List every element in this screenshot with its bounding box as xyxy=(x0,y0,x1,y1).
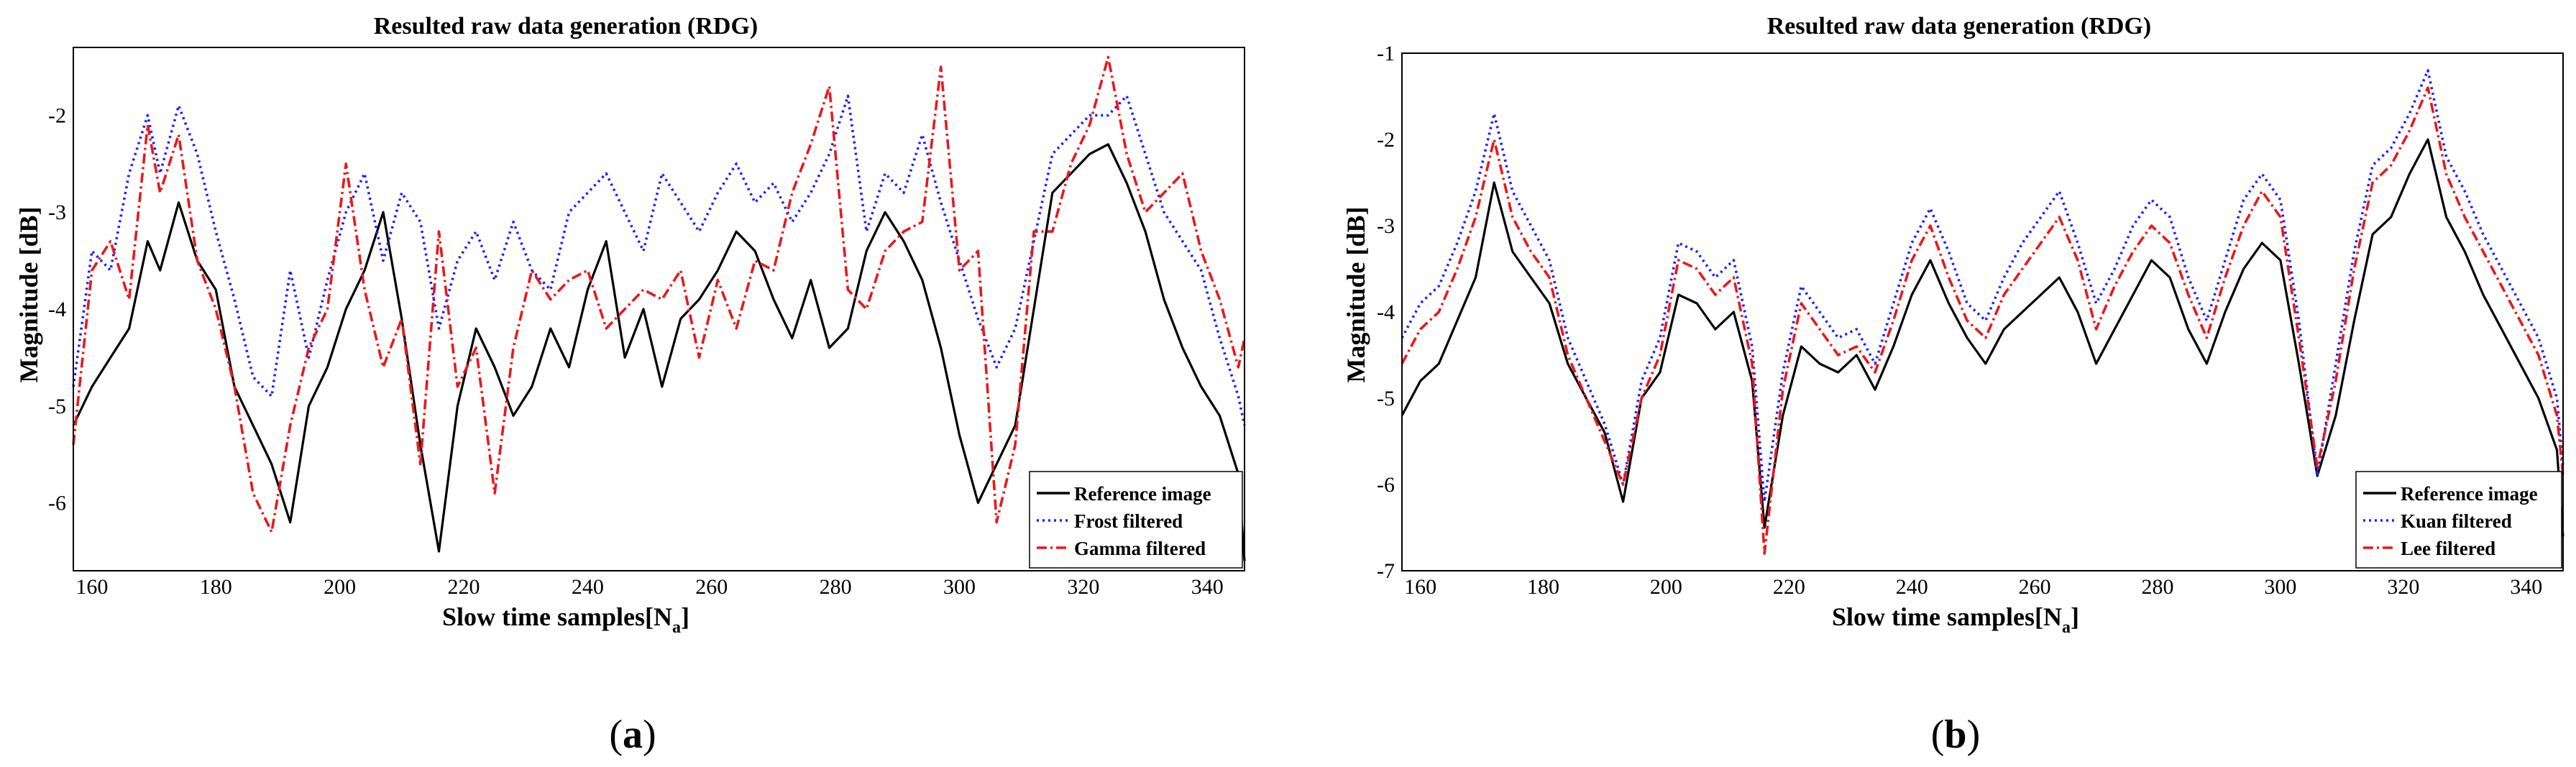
chart-panel-a: Resulted raw data generation (RDG) Magni… xyxy=(14,13,1246,757)
panel-caption: (a) xyxy=(609,712,656,757)
plot-frame xyxy=(73,47,1245,571)
legend-entry-0: Reference image xyxy=(2401,483,2538,505)
series-line-1 xyxy=(1401,69,2564,503)
series-line-2 xyxy=(72,55,1246,533)
x-axis-label: Slow time samples[Na] xyxy=(1832,602,2079,637)
x-tick-label: 300 xyxy=(2264,575,2296,599)
legend-box xyxy=(2355,471,2562,569)
y-tick-label: -1 xyxy=(1377,42,1395,65)
x-tick-label: 320 xyxy=(2387,575,2419,599)
x-tick-label: 260 xyxy=(2019,575,2051,599)
chart-title: Resulted raw data generation (RDG) xyxy=(374,13,758,40)
x-tick-label: 280 xyxy=(820,575,852,599)
legend-entry-2: Lee filtered xyxy=(2401,538,2495,559)
x-tick-label: 260 xyxy=(695,575,728,599)
series-line-0 xyxy=(1401,138,2564,537)
x-tick-label: 180 xyxy=(1527,575,1559,599)
legend: Reference image Kuan filtered Lee filter… xyxy=(2355,471,2562,569)
plot-frame xyxy=(1401,52,2564,571)
tick-labels: 160 180 200 220 240 260 280 300 320 340 -2 -3 -4 -5 -6 xyxy=(48,104,1224,599)
x-tick-label: 220 xyxy=(1773,575,1805,599)
x-axis-label: Slow time samples[Na] xyxy=(442,602,689,637)
x-tick-label: 180 xyxy=(200,575,232,599)
legend-entry-0: Reference image xyxy=(1074,483,1211,505)
y-tick-label: -5 xyxy=(1377,387,1395,410)
y-tick-label: -3 xyxy=(1377,214,1395,238)
series-line-1 xyxy=(72,94,1246,426)
x-tick-label: 160 xyxy=(75,575,108,599)
x-tick-label: 280 xyxy=(2142,575,2174,599)
y-tick-label: -4 xyxy=(48,298,66,321)
y-tick-label: -5 xyxy=(48,395,66,418)
y-tick-label: -3 xyxy=(48,201,66,224)
x-tick-label: 240 xyxy=(1896,575,1928,599)
legend-box xyxy=(1029,471,1243,569)
x-tick-label: 320 xyxy=(1067,575,1099,599)
chart-title: Resulted raw data generation (RDG) xyxy=(1767,13,2152,40)
y-tick-label: -4 xyxy=(1377,300,1395,324)
legend-entry-2: Gamma filtered xyxy=(1074,538,1206,559)
legend-entry-1: Frost filtered xyxy=(1074,510,1183,532)
x-tick-label: 160 xyxy=(1404,575,1436,599)
x-tick-label: 220 xyxy=(448,575,480,599)
x-tick-label: 340 xyxy=(1191,575,1224,599)
data-lines xyxy=(1401,69,2564,555)
x-tick-label: 200 xyxy=(324,575,356,599)
x-tick-label: 340 xyxy=(2510,575,2542,599)
x-tick-label: 240 xyxy=(572,575,604,599)
y-axis-label: Magnitude [dB] xyxy=(1342,206,1370,382)
tick-labels: 160 180 200 220 240 260 280 300 320 340 -1 -2 -3 -4 -5… xyxy=(1377,42,2542,599)
legend-entry-1: Kuan filtered xyxy=(2401,510,2512,532)
x-tick-label: 300 xyxy=(943,575,976,599)
y-tick-label: -2 xyxy=(1377,128,1395,152)
y-tick-label: -2 xyxy=(48,104,66,127)
series-line-2 xyxy=(1401,86,2564,555)
y-axis-label: Magnitude [dB] xyxy=(14,206,43,382)
panel-caption: (b) xyxy=(1931,712,1980,757)
x-tick-label: 200 xyxy=(1650,575,1682,599)
y-tick-label: -7 xyxy=(1377,559,1395,583)
y-tick-label: -6 xyxy=(48,492,66,515)
legend: Reference image Frost filtered Gamma fil… xyxy=(1029,471,1243,569)
chart-panel-b: Resulted raw data generation (RDG) Magni… xyxy=(1342,13,2564,757)
series-line-0 xyxy=(72,143,1246,561)
data-lines xyxy=(72,55,1246,561)
y-tick-label: -6 xyxy=(1377,473,1395,497)
